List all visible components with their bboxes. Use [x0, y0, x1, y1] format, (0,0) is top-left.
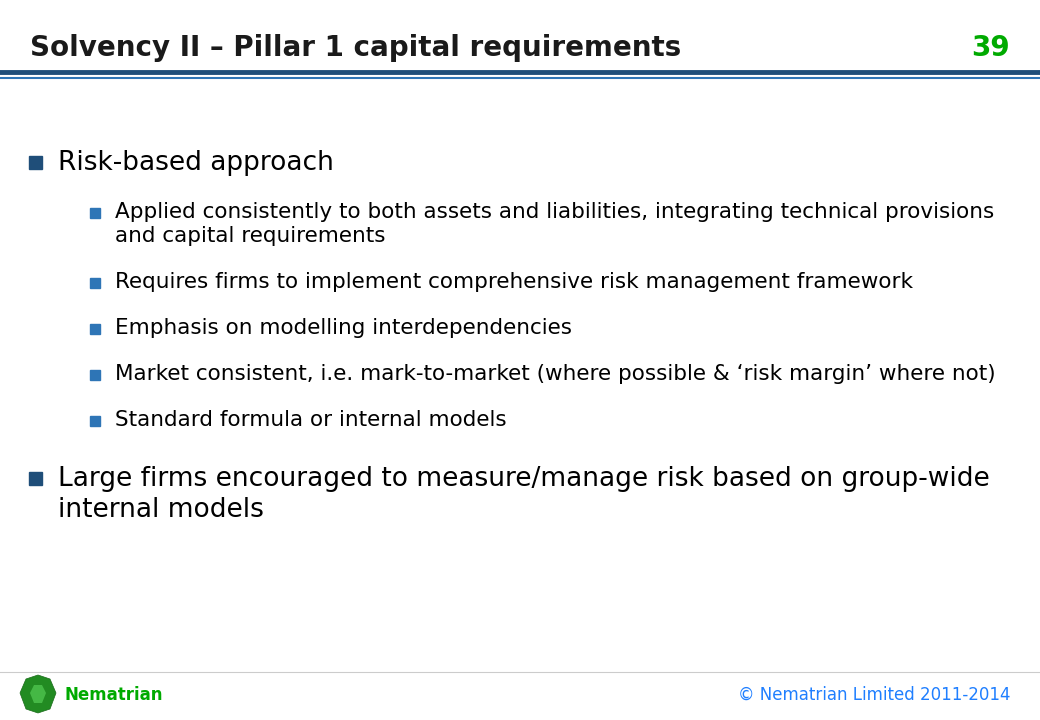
Text: Nematrian: Nematrian [64, 686, 163, 704]
Text: Market consistent, i.e. mark-to-market (where possible & ‘risk margin’ where not: Market consistent, i.e. mark-to-market (… [115, 364, 995, 384]
Text: Applied consistently to both assets and liabilities, integrating technical provi: Applied consistently to both assets and … [115, 202, 994, 246]
Bar [28, 156, 42, 169]
Bar [90, 208, 100, 217]
Bar [90, 416, 100, 426]
Text: Large firms encouraged to measure/manage risk based on group-wide
internal model: Large firms encouraged to measure/manage… [58, 466, 990, 523]
Text: Solvency II – Pillar 1 capital requirements: Solvency II – Pillar 1 capital requireme… [30, 34, 681, 62]
Polygon shape [20, 675, 56, 713]
Text: Emphasis on modelling interdependencies: Emphasis on modelling interdependencies [115, 318, 572, 338]
Text: Risk-based approach: Risk-based approach [58, 150, 334, 176]
Bar [90, 324, 100, 334]
Bar [90, 370, 100, 380]
Text: Requires firms to implement comprehensive risk management framework: Requires firms to implement comprehensiv… [115, 272, 913, 292]
Bar [28, 472, 42, 485]
Text: © Nematrian Limited 2011-2014: © Nematrian Limited 2011-2014 [737, 686, 1010, 704]
Polygon shape [30, 685, 46, 703]
Text: 39: 39 [971, 34, 1010, 62]
Text: Standard formula or internal models: Standard formula or internal models [115, 410, 506, 430]
Bar [90, 278, 100, 288]
